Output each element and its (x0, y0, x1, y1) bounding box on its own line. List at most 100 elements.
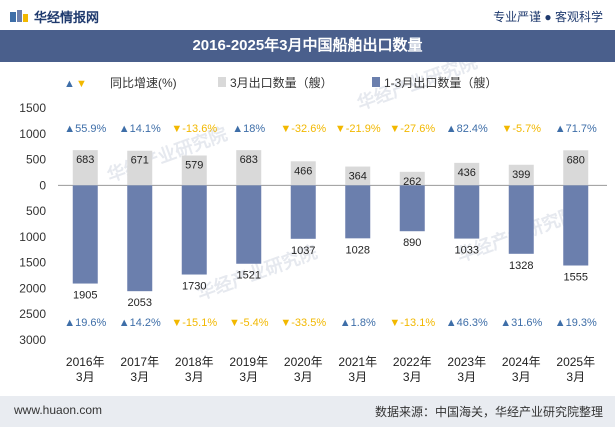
x-category-label-line: 2019年 (229, 355, 268, 369)
x-category-label-line: 3月 (185, 370, 204, 384)
march-bar (454, 162, 480, 186)
x-category-label: 2022年 3月 (393, 355, 432, 384)
legend-growth-label: 同比增速(%) (110, 76, 177, 90)
march-bar (72, 150, 98, 186)
y-tick-label: 2500 (19, 307, 46, 321)
legend-march-swatch (218, 77, 226, 87)
march-growth-label: ▼-21.9% (335, 123, 381, 135)
march-value-label: 671 (131, 155, 149, 167)
y-tick-label: 1500 (19, 101, 46, 115)
march-bar (345, 166, 371, 186)
march-growth-label: ▲14.1% (119, 123, 161, 135)
footer-source: 数据来源：中国海关，华经产业研究院整理 (374, 405, 603, 419)
x-category-label: 2025年 3月 (556, 355, 595, 384)
cumulative-bar (72, 185, 98, 284)
legend-cumulative-label: 1-3月出口数量（艘） (384, 75, 497, 90)
march-growth-label: ▼-32.6% (280, 123, 326, 135)
x-category-label-line: 2017年 (120, 355, 159, 369)
march-growth-label: ▲18% (232, 123, 265, 135)
x-category-label-line: 3月 (348, 370, 367, 384)
x-category-label-line: 2023年 (447, 355, 486, 369)
legend-cumulative-swatch (372, 77, 380, 87)
march-value-label: 262 (403, 176, 421, 188)
march-growth-label: ▲82.4% (446, 123, 488, 135)
x-category-label-line: 3月 (512, 370, 531, 384)
x-category-label: 2017年 3月 (120, 355, 159, 384)
y-tick-label: 1000 (19, 127, 46, 141)
x-category-label: 2016年 3月 (66, 355, 105, 384)
march-bar (127, 150, 153, 186)
x-category-label-line: 2018年 (175, 355, 214, 369)
top-bar: 华经情报网 专业严谨 ● 客观科学 (0, 0, 615, 30)
y-tick-label: 0 (39, 178, 46, 192)
cumulative-bar (508, 185, 534, 254)
cumulative-growth-label: ▲31.6% (500, 317, 542, 329)
march-growth-label: ▼-27.6% (389, 123, 435, 135)
march-value-label: 364 (349, 171, 367, 183)
x-category-label-line: 3月 (130, 370, 149, 384)
cumulative-value-label: 1033 (455, 245, 479, 257)
x-category-label: 2019年 3月 (229, 355, 268, 384)
march-growth-label: ▼-5.7% (501, 123, 541, 135)
x-category-label-line: 3月 (239, 370, 258, 384)
march-value-label: 579 (185, 159, 203, 171)
chart-area: 华经产业研究院华经产业研究院华经产业研究院华经产业研究院▲▼同比增速(%)3月出… (19, 62, 607, 384)
x-category-label-line: 3月 (76, 370, 95, 384)
x-category-label: 2024年 3月 (502, 355, 541, 384)
cumulative-value-label: 1521 (237, 270, 261, 282)
x-category-label-line: 2024年 (502, 355, 541, 369)
cumulative-growth-label: ▼-5.4% (229, 317, 269, 329)
march-bar (236, 150, 262, 186)
march-growth-label: ▲55.9% (64, 123, 106, 135)
x-category-label-line: 3月 (457, 370, 476, 384)
march-growth-label: ▼-13.6% (171, 123, 217, 135)
y-tick-label: 500 (26, 204, 46, 218)
cumulative-bar (236, 185, 262, 264)
title-bar: 2016-2025年3月中国船舶出口数量 (0, 30, 615, 62)
legend-down-icon: ▼ (76, 78, 87, 90)
cumulative-growth-label: ▼-13.1% (389, 317, 435, 329)
cumulative-value-label: 1555 (564, 272, 588, 284)
x-category-label-line: 2016年 (66, 355, 105, 369)
cumulative-value-label: 1905 (73, 290, 97, 302)
march-bar (508, 164, 534, 186)
march-value-label: 683 (240, 154, 258, 166)
footer-website[interactable]: www.huaon.com (14, 403, 103, 417)
y-tick-label: 1000 (19, 230, 46, 244)
x-category-label: 2021年 3月 (338, 355, 377, 384)
cumulative-growth-label: ▲1.8% (340, 317, 376, 329)
tagline: 专业严谨 ● 客观科学 (493, 10, 603, 24)
y-tick-label: 3000 (19, 333, 46, 347)
brand: 华经情报网 (10, 7, 99, 26)
legend-march-label: 3月出口数量（艘） (230, 75, 333, 90)
y-tick-label: 2000 (19, 281, 46, 295)
x-category-label: 2018年 3月 (175, 355, 214, 384)
footer: www.huaon.com 数据来源：中国海关，华经产业研究院整理 (0, 396, 615, 427)
y-tick-label: 1500 (19, 256, 46, 270)
cumulative-bar (399, 185, 425, 232)
march-value-label: 680 (567, 154, 585, 166)
cumulative-bar (454, 185, 480, 239)
y-tick-label: 500 (26, 153, 46, 167)
cumulative-growth-label: ▼-15.1% (171, 317, 217, 329)
cumulative-value-label: 2053 (128, 297, 152, 309)
cumulative-bar (127, 185, 153, 292)
x-category-label-line: 2025年 (556, 355, 595, 369)
cumulative-growth-label: ▼-33.5% (280, 317, 326, 329)
x-category-label-line: 3月 (566, 370, 585, 384)
cumulative-growth-label: ▲19.6% (64, 317, 106, 329)
cumulative-bar (290, 185, 316, 239)
chart-title: 2016-2025年3月中国船舶出口数量 (192, 37, 423, 54)
march-bar (399, 171, 425, 186)
march-value-label: 683 (76, 154, 94, 166)
cumulative-value-label: 1730 (182, 281, 206, 293)
x-category-label-line: 3月 (294, 370, 313, 384)
march-bar (563, 150, 589, 186)
x-category-label-line: 2022年 (393, 355, 432, 369)
march-value-label: 436 (458, 167, 476, 179)
cumulative-bar (563, 185, 589, 266)
brand-logo-icon (10, 9, 28, 24)
cumulative-growth-label: ▲14.2% (119, 317, 161, 329)
brand-name: 华经情报网 (34, 10, 100, 25)
legend-up-icon: ▲ (64, 78, 75, 90)
